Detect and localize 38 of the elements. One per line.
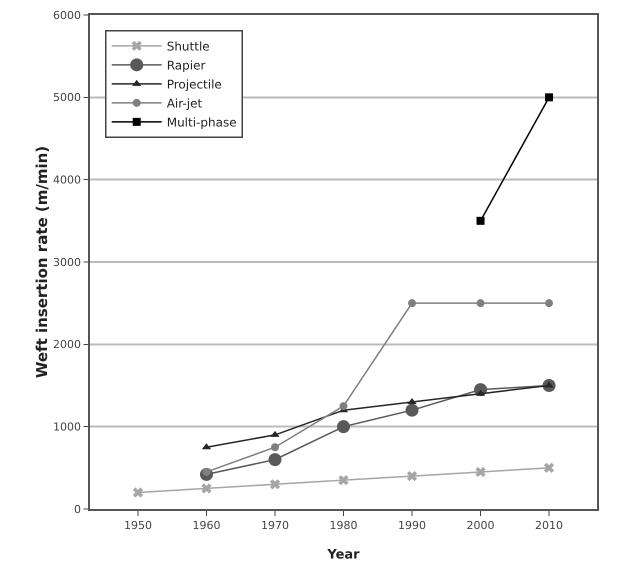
y-tick-label: 3000 (53, 256, 82, 269)
y-tick-label: 4000 (53, 174, 82, 187)
point (545, 93, 554, 102)
y-tick-label: 5000 (53, 91, 82, 104)
legend-label: Air-jet (166, 96, 202, 110)
x-tick-label: 2010 (535, 518, 564, 532)
point (338, 475, 349, 486)
y-tick-label: 0 (74, 502, 82, 516)
y-tick-label: 6000 (53, 8, 82, 22)
point (406, 404, 419, 417)
x-tick-label: 1950 (124, 518, 152, 532)
x-tick-label: 1960 (192, 518, 220, 532)
x-tick-label: 2000 (466, 518, 495, 532)
x-axis-title: Year (326, 548, 360, 562)
point (132, 487, 144, 498)
point (476, 216, 485, 225)
point (476, 299, 485, 308)
legend-label: Multi-phase (166, 116, 237, 130)
point (201, 483, 212, 494)
legend-label: Projectile (166, 78, 222, 92)
point (475, 466, 486, 478)
point (408, 299, 416, 308)
point (544, 462, 554, 473)
point (270, 443, 279, 452)
legend-label: Shuttle (166, 40, 210, 54)
point (337, 420, 350, 434)
y-tick-label: 2000 (53, 338, 82, 352)
point (270, 479, 280, 490)
y-tick-label: 1000 (53, 420, 82, 434)
x-tick-label: 1980 (330, 518, 358, 532)
legend-label: Rapier (166, 58, 206, 72)
point (545, 299, 554, 308)
x-tick-label: 1990 (398, 518, 426, 532)
point (340, 402, 348, 410)
point (268, 453, 282, 466)
point (406, 470, 418, 482)
x-tick-label: 1970 (260, 518, 289, 532)
y-axis-title: Weft insertion rate (m/min) (33, 146, 52, 378)
